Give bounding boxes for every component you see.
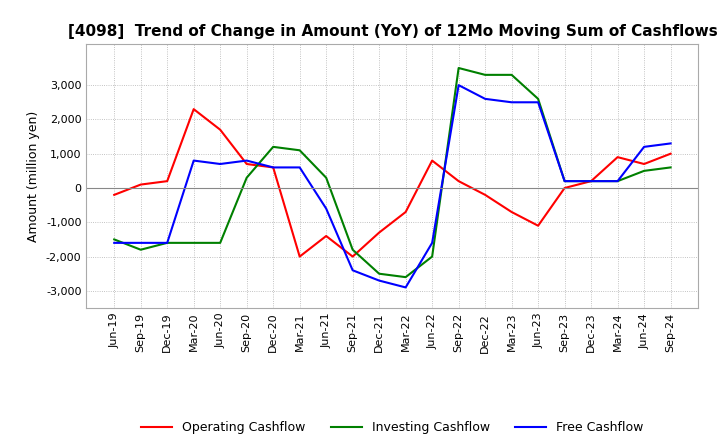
Line: Operating Cashflow: Operating Cashflow bbox=[114, 109, 670, 257]
Free Cashflow bbox=[534, 99, 542, 105]
Operating Cashflow bbox=[613, 154, 622, 160]
Operating Cashflow bbox=[560, 185, 569, 191]
Investing Cashflow bbox=[640, 168, 649, 173]
Free Cashflow bbox=[216, 161, 225, 167]
Investing Cashflow bbox=[454, 66, 463, 71]
Investing Cashflow bbox=[560, 179, 569, 184]
Investing Cashflow bbox=[401, 275, 410, 280]
Investing Cashflow bbox=[243, 175, 251, 180]
Free Cashflow bbox=[587, 179, 595, 184]
Free Cashflow bbox=[560, 179, 569, 184]
Operating Cashflow bbox=[481, 192, 490, 198]
Operating Cashflow bbox=[587, 179, 595, 184]
Free Cashflow bbox=[401, 285, 410, 290]
Title: [4098]  Trend of Change in Amount (YoY) of 12Mo Moving Sum of Cashflows: [4098] Trend of Change in Amount (YoY) o… bbox=[68, 24, 717, 39]
Investing Cashflow bbox=[322, 175, 330, 180]
Operating Cashflow bbox=[163, 179, 171, 184]
Investing Cashflow bbox=[481, 72, 490, 77]
Free Cashflow bbox=[295, 165, 304, 170]
Free Cashflow bbox=[163, 240, 171, 246]
Free Cashflow bbox=[269, 165, 277, 170]
Investing Cashflow bbox=[110, 237, 119, 242]
Free Cashflow bbox=[110, 240, 119, 246]
Free Cashflow bbox=[136, 240, 145, 246]
Operating Cashflow bbox=[428, 158, 436, 163]
Investing Cashflow bbox=[375, 271, 384, 276]
Operating Cashflow bbox=[216, 127, 225, 132]
Free Cashflow bbox=[613, 179, 622, 184]
Investing Cashflow bbox=[428, 254, 436, 259]
Free Cashflow bbox=[243, 158, 251, 163]
Investing Cashflow bbox=[269, 144, 277, 150]
Free Cashflow bbox=[375, 278, 384, 283]
Free Cashflow bbox=[348, 268, 357, 273]
Free Cashflow bbox=[428, 240, 436, 246]
Investing Cashflow bbox=[508, 72, 516, 77]
Operating Cashflow bbox=[189, 106, 198, 112]
Operating Cashflow bbox=[322, 233, 330, 238]
Free Cashflow bbox=[189, 158, 198, 163]
Operating Cashflow bbox=[110, 192, 119, 198]
Investing Cashflow bbox=[163, 240, 171, 246]
Operating Cashflow bbox=[401, 209, 410, 215]
Operating Cashflow bbox=[269, 165, 277, 170]
Investing Cashflow bbox=[295, 148, 304, 153]
Legend: Operating Cashflow, Investing Cashflow, Free Cashflow: Operating Cashflow, Investing Cashflow, … bbox=[136, 416, 649, 439]
Operating Cashflow bbox=[136, 182, 145, 187]
Free Cashflow bbox=[454, 83, 463, 88]
Y-axis label: Amount (million yen): Amount (million yen) bbox=[27, 110, 40, 242]
Investing Cashflow bbox=[613, 179, 622, 184]
Line: Investing Cashflow: Investing Cashflow bbox=[114, 68, 670, 277]
Line: Free Cashflow: Free Cashflow bbox=[114, 85, 670, 287]
Investing Cashflow bbox=[348, 247, 357, 253]
Operating Cashflow bbox=[534, 223, 542, 228]
Investing Cashflow bbox=[534, 96, 542, 102]
Investing Cashflow bbox=[666, 165, 675, 170]
Operating Cashflow bbox=[454, 179, 463, 184]
Free Cashflow bbox=[322, 206, 330, 211]
Free Cashflow bbox=[640, 144, 649, 150]
Operating Cashflow bbox=[295, 254, 304, 259]
Operating Cashflow bbox=[243, 161, 251, 167]
Free Cashflow bbox=[666, 141, 675, 146]
Investing Cashflow bbox=[189, 240, 198, 246]
Operating Cashflow bbox=[508, 209, 516, 215]
Free Cashflow bbox=[481, 96, 490, 102]
Operating Cashflow bbox=[666, 151, 675, 156]
Operating Cashflow bbox=[640, 161, 649, 167]
Free Cashflow bbox=[508, 99, 516, 105]
Operating Cashflow bbox=[348, 254, 357, 259]
Investing Cashflow bbox=[136, 247, 145, 253]
Investing Cashflow bbox=[216, 240, 225, 246]
Investing Cashflow bbox=[587, 179, 595, 184]
Operating Cashflow bbox=[375, 230, 384, 235]
